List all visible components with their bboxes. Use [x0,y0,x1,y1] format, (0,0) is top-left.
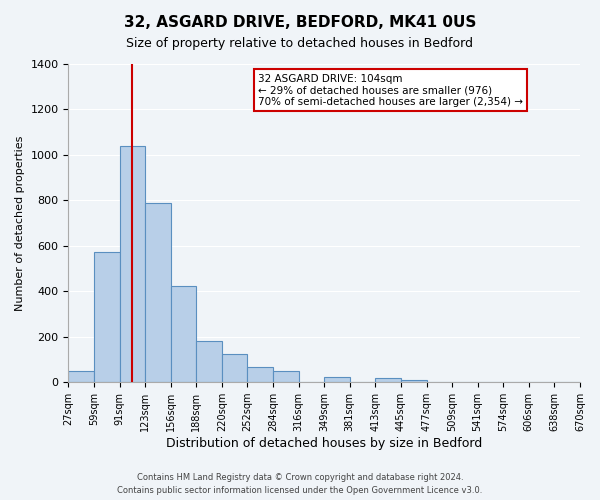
Bar [171,286,196,382]
Bar [324,376,350,382]
Bar [247,368,273,382]
Bar [94,252,119,382]
Bar [273,371,299,382]
Bar [145,202,171,382]
Text: 32, ASGARD DRIVE, BEDFORD, MK41 0US: 32, ASGARD DRIVE, BEDFORD, MK41 0US [124,15,476,30]
Bar [376,378,401,382]
Bar [401,380,427,382]
X-axis label: Distribution of detached houses by size in Bedford: Distribution of detached houses by size … [166,437,482,450]
Bar [196,342,222,382]
Text: 32 ASGARD DRIVE: 104sqm
← 29% of detached houses are smaller (976)
70% of semi-d: 32 ASGARD DRIVE: 104sqm ← 29% of detache… [257,74,523,106]
Bar [222,354,247,382]
Text: Size of property relative to detached houses in Bedford: Size of property relative to detached ho… [127,38,473,51]
Y-axis label: Number of detached properties: Number of detached properties [15,136,25,311]
Bar [68,371,94,382]
Bar [119,146,145,382]
Text: Contains HM Land Registry data © Crown copyright and database right 2024.
Contai: Contains HM Land Registry data © Crown c… [118,474,482,495]
